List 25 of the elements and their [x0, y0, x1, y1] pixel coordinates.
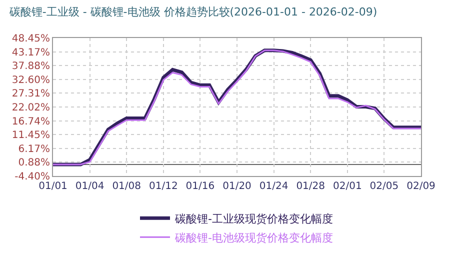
y-tick-label: 27.31%	[12, 88, 50, 100]
x-tick-label: 01/04	[75, 181, 104, 192]
y-tick-label: 48.45%	[12, 34, 50, 44]
x-tick-label: 01/08	[112, 181, 142, 192]
y-tick-label: 6.17%	[18, 144, 50, 155]
x-tick-label: 01/28	[296, 181, 326, 192]
y-tick-label: 16.74%	[12, 116, 50, 128]
x-tick-label: 02/05	[370, 181, 399, 192]
x-tick-label: 01/16	[186, 181, 215, 192]
chart-title: 碳酸锂-工业级 - 碳酸锂-电池级 价格趋势比较(2026-01-01 - 2026-02-09)	[8, 6, 378, 19]
legend-label: 碳酸锂-电池级现货价格变化幅度	[174, 231, 333, 244]
x-tick-label: 01/20	[222, 181, 252, 192]
y-tick-label: 22.02%	[12, 102, 50, 114]
x-tick-label: 01/01	[38, 181, 68, 192]
legend-label: 碳酸锂-工业级现货价格变化幅度	[174, 212, 333, 226]
x-tick-label: 01/12	[148, 181, 178, 192]
x-tick-label: 02/09	[406, 181, 436, 192]
y-tick-label: 37.88%	[12, 61, 50, 72]
y-tick-label: -4.40%	[14, 172, 50, 182]
y-tick-label: 0.88%	[18, 158, 50, 169]
y-tick-label: 43.17%	[12, 47, 50, 58]
y-tick-label: 32.60%	[12, 74, 50, 86]
x-tick-label: 01/24	[259, 181, 288, 192]
x-tick-label: 02/01	[332, 181, 362, 192]
y-tick-label: 11.45%	[12, 130, 50, 142]
